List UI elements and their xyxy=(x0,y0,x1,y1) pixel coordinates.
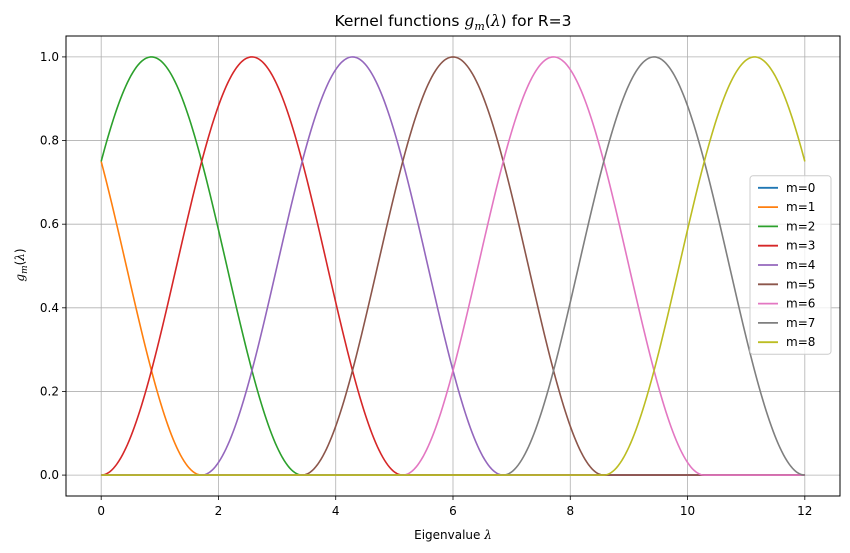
y-tick-label: 0.6 xyxy=(40,217,59,231)
y-tick-label: 0.0 xyxy=(40,468,59,482)
legend: m=0 m=1 m=2 m=3 m=4 m=5 m=6 m=7 m=8 xyxy=(749,175,832,355)
series-line-m=8 xyxy=(101,56,806,476)
x-tick-label: 12 xyxy=(797,504,812,518)
axis-ticks: 0 2 4 6 8 10 12 0.0 0.2 0.4 0.6 0.8 1.0 xyxy=(40,50,813,518)
x-tick-label: 6 xyxy=(449,504,457,518)
x-axis-label: Eigenvalue λ xyxy=(414,528,492,542)
y-tick-label: 0.4 xyxy=(40,301,59,315)
y-tick-label: 0.8 xyxy=(40,134,59,148)
y-tick-label: 1.0 xyxy=(40,50,59,64)
series-lines xyxy=(100,56,806,476)
legend-label: m=5 xyxy=(786,277,815,291)
y-axis-label: gm(λ) xyxy=(13,248,30,281)
legend-label: m=4 xyxy=(786,258,815,272)
legend-label: m=1 xyxy=(786,200,815,214)
legend-label: m=7 xyxy=(786,316,815,330)
x-tick-label: 0 xyxy=(97,504,105,518)
y-tick-label: 0.2 xyxy=(40,384,59,398)
legend-label: m=6 xyxy=(786,297,815,311)
legend-label: m=2 xyxy=(786,219,815,233)
chart-title: Kernel functions gm(λ) for R=3 xyxy=(334,12,571,33)
legend-label: m=8 xyxy=(786,335,815,349)
x-tick-label: 4 xyxy=(332,504,340,518)
legend-box xyxy=(749,175,832,355)
x-tick-label: 2 xyxy=(215,504,223,518)
legend-label: m=0 xyxy=(786,181,815,195)
legend-label: m=3 xyxy=(786,239,815,253)
x-tick-label: 8 xyxy=(566,504,574,518)
x-tick-label: 10 xyxy=(680,504,695,518)
